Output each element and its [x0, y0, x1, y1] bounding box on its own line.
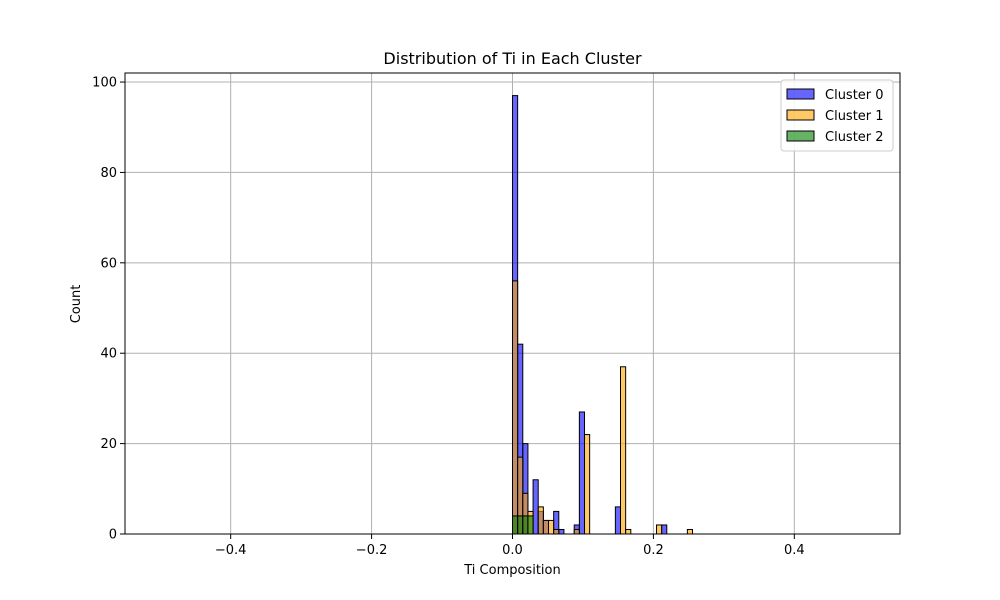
x-tick-label: 0.0	[502, 543, 523, 558]
x-tick-label: −0.4	[215, 543, 247, 558]
legend-swatch	[786, 109, 815, 121]
x-tick-label: 0.2	[643, 543, 664, 558]
x-tick-label: −0.2	[356, 543, 388, 558]
histogram-bar	[573, 528, 580, 535]
y-tick-label: 0	[109, 528, 117, 543]
legend-label: Cluster 1	[825, 109, 884, 124]
y-tick-label: 40	[100, 347, 117, 362]
histogram-bar	[537, 506, 544, 535]
histogram-bar	[558, 528, 565, 535]
histogram-bar	[553, 528, 560, 535]
y-tick-label: 80	[100, 166, 117, 181]
histogram-bar	[614, 506, 622, 535]
legend-swatch	[786, 130, 815, 142]
legend: Cluster 0 Cluster 1 Cluster 2	[780, 79, 894, 152]
histogram-bar	[527, 515, 534, 535]
x-tick-label: 0.4	[784, 543, 805, 558]
histogram-bar	[548, 519, 555, 535]
histogram-bar	[656, 524, 663, 535]
y-tick-label: 20	[100, 437, 117, 452]
bars-layer	[512, 95, 694, 535]
histogram-bar	[625, 528, 632, 535]
histogram-bar	[517, 515, 524, 535]
y-tick-label: 60	[100, 256, 117, 271]
histogram-bar	[512, 515, 519, 535]
legend-swatch	[786, 88, 815, 100]
histogram-bar	[522, 515, 529, 535]
ticks-layer: −0.4 −0.2 0.0 0.2 0.4 0 20 40 60 80 100	[92, 76, 804, 558]
histogram-bar	[620, 366, 627, 535]
histogram-bar	[542, 519, 550, 535]
x-axis-title: Ti Composition	[463, 563, 560, 578]
legend-label: Cluster 2	[825, 130, 884, 145]
series-cluster-2	[512, 515, 534, 535]
y-tick-label: 100	[92, 76, 117, 91]
y-axis-title: Count	[69, 285, 84, 324]
histogram-bar	[661, 524, 668, 535]
chart-title: Distribution of Ti in Each Cluster	[383, 49, 642, 68]
histogram-bar	[584, 434, 591, 535]
histogram-bar	[512, 280, 519, 535]
histogram-bar	[578, 411, 586, 535]
legend-label: Cluster 0	[825, 88, 884, 103]
histogram-bar	[532, 479, 539, 535]
histogram-bar	[686, 528, 694, 535]
